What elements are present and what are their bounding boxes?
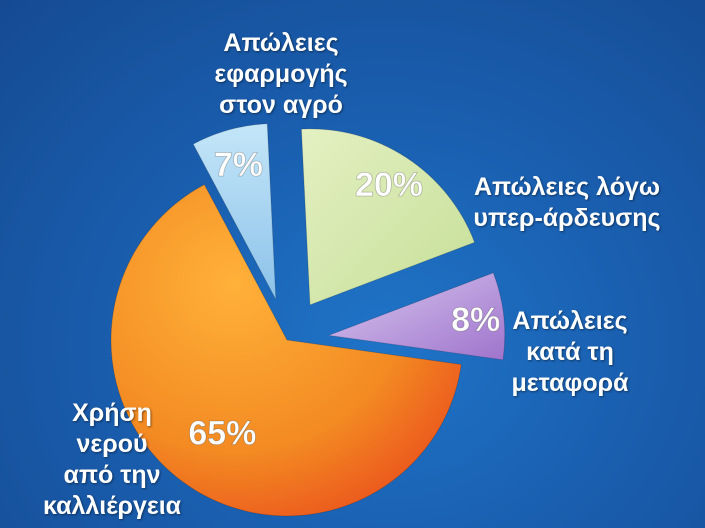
label-line: καλλιέργεια (42, 492, 182, 520)
percent-label: 8% (451, 301, 500, 339)
label-line: Χρήση (72, 399, 152, 427)
label-crop-water-use: Χρήση νερού από την καλλιέργεια (22, 398, 202, 522)
label-line: μεταφορά (511, 369, 629, 397)
label-line: Απώλειες (512, 307, 628, 335)
slice-transport (328, 272, 506, 361)
label-line: νερού (76, 430, 148, 458)
label-line: εφαρμογής (214, 60, 348, 88)
label-over-irrigation-losses: Απώλειες λόγω υπερ-άρδευσης (452, 172, 682, 234)
slice-crop-use (110, 183, 462, 517)
percent-label: 7% (214, 146, 263, 184)
label-field-application-losses: Απώλειες εφαρμογής στον αγρό (203, 28, 359, 121)
label-transport-losses: Απώλειες κατά τη μεταφορά (500, 306, 640, 399)
percent-label: 65% (188, 414, 256, 452)
percent-label: 20% (355, 166, 423, 204)
label-line: στον αγρό (219, 91, 343, 119)
slice-over-irrigation (300, 128, 476, 306)
label-line: υπερ-άρδευσης (473, 204, 661, 232)
slice-field-application (192, 123, 277, 300)
label-line: Απώλειες λόγω (473, 173, 661, 201)
label-line: κατά τη (526, 338, 614, 366)
label-line: Απώλειες (223, 29, 339, 57)
label-line: από την (63, 461, 161, 489)
